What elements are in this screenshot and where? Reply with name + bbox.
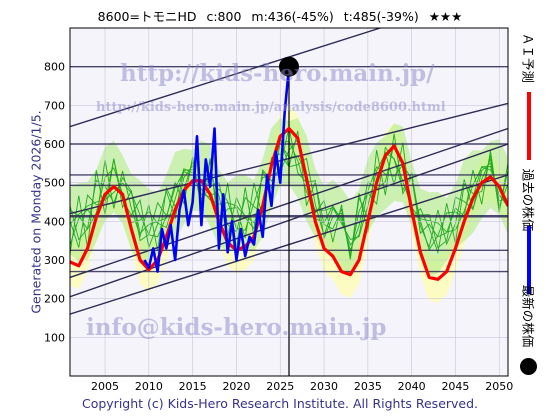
watermark-email: info@kids-hero.main.jp (86, 314, 387, 341)
copyright: Copyright (c) Kids-Hero Research Institu… (81, 396, 479, 411)
x-tick-label-2020: 2020 (222, 380, 250, 393)
x-tick-label-2040: 2040 (398, 380, 426, 393)
ticker-label: 8600=トモニHD (97, 9, 197, 24)
median-value: m:436(-45%) (251, 9, 334, 24)
x-tick-label-2045: 2045 (441, 380, 469, 393)
series-past-price (143, 66, 291, 273)
watermark-url: http://kids-hero.main.jp/ (120, 60, 435, 87)
legend-ai-forecast-swatch (527, 92, 531, 160)
rating-stars: ★★★ (428, 9, 463, 24)
x-tick-label-2035: 2035 (354, 380, 382, 393)
y-tick-label-600: 600 (44, 138, 65, 151)
generated-date: Generated on Monday 2026/1/5. (28, 110, 44, 314)
latest-price-marker (279, 56, 299, 77)
y-tick-label-100: 100 (44, 331, 65, 344)
y-tick-label-300: 300 (44, 254, 65, 267)
y-tick-label-700: 700 (44, 99, 65, 112)
target-value: t:485(-39%) (343, 9, 419, 24)
plot-frame (69, 27, 509, 377)
plot-content (70, 28, 508, 376)
watermark-analysis-url: http://kids-hero.main.jp/analysis/code86… (96, 100, 446, 115)
legend-latest-price-marker (520, 358, 537, 375)
x-tick-label-2010: 2010 (135, 380, 163, 393)
x-tick-label-2050: 2050 (485, 380, 513, 393)
legend: ＡＩ予測 過去の株価 最新の株価 (518, 28, 540, 398)
x-tick-label-2015: 2015 (179, 380, 207, 393)
y-tick-label-200: 200 (44, 293, 65, 306)
legend-ai-forecast-label: ＡＩ予測 (520, 32, 536, 84)
x-tick-label-2025: 2025 (266, 380, 294, 393)
y-tick-label-500: 500 (44, 177, 65, 190)
y-tick-label-800: 800 (44, 61, 65, 74)
legend-past-price-swatch (527, 226, 531, 294)
x-tick-label-2030: 2030 (310, 380, 338, 393)
legend-latest-price-label: 最新の株価 (520, 284, 536, 348)
y-tick-label-400: 400 (44, 215, 65, 228)
series-ai-forecast (70, 126, 508, 281)
current-price: c:800 (206, 9, 242, 24)
legend-past-price-label: 過去の株価 (520, 168, 536, 232)
chart-header: 8600=トモニHD c:800 m:436(-45%) t:485(-39%)… (0, 6, 560, 25)
x-tick-label-2005: 2005 (91, 380, 119, 393)
